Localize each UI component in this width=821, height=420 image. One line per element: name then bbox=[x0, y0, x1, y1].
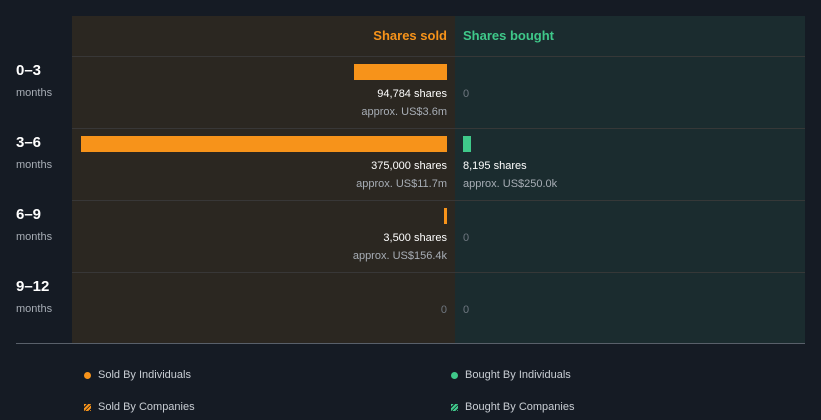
legend-sold-companies[interactable]: Sold By Companies bbox=[84, 401, 195, 413]
sold-zero-label: 0 bbox=[440, 304, 447, 316]
bought-shares-label: 8,195 shares bbox=[463, 160, 527, 172]
bought-zero-label: 0 bbox=[463, 88, 470, 100]
legend-dot-icon bbox=[84, 371, 91, 379]
bought-bar bbox=[463, 136, 471, 152]
sold-bar bbox=[354, 64, 447, 80]
sold-shares-label: 3,500 shares bbox=[383, 232, 447, 244]
period-unit-label: months bbox=[16, 159, 53, 171]
shares-sold-header: Shares sold bbox=[373, 28, 447, 43]
legend-label: Bought By Companies bbox=[465, 401, 575, 413]
legend-bought-companies[interactable]: Bought By Companies bbox=[451, 401, 574, 413]
period-label: 3–6 bbox=[16, 134, 42, 151]
period-unit-label: months bbox=[16, 303, 53, 315]
chart-bottom-divider bbox=[16, 343, 805, 344]
legend-label: Sold By Individuals bbox=[98, 369, 191, 381]
period-label: 0–3 bbox=[16, 62, 42, 79]
period-unit-label: months bbox=[16, 231, 53, 243]
row-divider bbox=[72, 200, 805, 201]
period-label: 6–9 bbox=[16, 206, 42, 223]
legend-label: Sold By Companies bbox=[98, 401, 195, 413]
period-label: 9–12 bbox=[16, 278, 50, 295]
sold-bar bbox=[81, 136, 447, 152]
legend-dot-icon bbox=[451, 371, 458, 379]
shares-bought-panel bbox=[455, 16, 805, 343]
legend-bought-individuals[interactable]: Bought By Individuals bbox=[451, 369, 571, 381]
period-unit-label: months bbox=[16, 87, 53, 99]
sold-approx-value: approx. US$156.4k bbox=[352, 250, 447, 262]
sold-shares-label: 94,784 shares bbox=[377, 88, 447, 100]
row-divider bbox=[72, 272, 805, 273]
bought-approx-value: approx. US$250.0k bbox=[463, 178, 558, 190]
row-divider bbox=[72, 56, 805, 57]
legend-label: Bought By Individuals bbox=[465, 369, 571, 381]
row-divider bbox=[72, 128, 805, 129]
sold-approx-value: approx. US$3.6m bbox=[361, 106, 447, 118]
bought-zero-label: 0 bbox=[463, 232, 470, 244]
bought-zero-label: 0 bbox=[463, 304, 470, 316]
legend-hatch-icon bbox=[84, 403, 91, 411]
sold-approx-value: approx. US$11.7m bbox=[356, 178, 447, 190]
sold-shares-label: 375,000 shares bbox=[371, 160, 447, 172]
legend-hatch-icon bbox=[451, 403, 458, 411]
sold-bar bbox=[443, 208, 447, 224]
legend-sold-individuals[interactable]: Sold By Individuals bbox=[84, 369, 191, 381]
shares-bought-header: Shares bought bbox=[463, 28, 555, 43]
